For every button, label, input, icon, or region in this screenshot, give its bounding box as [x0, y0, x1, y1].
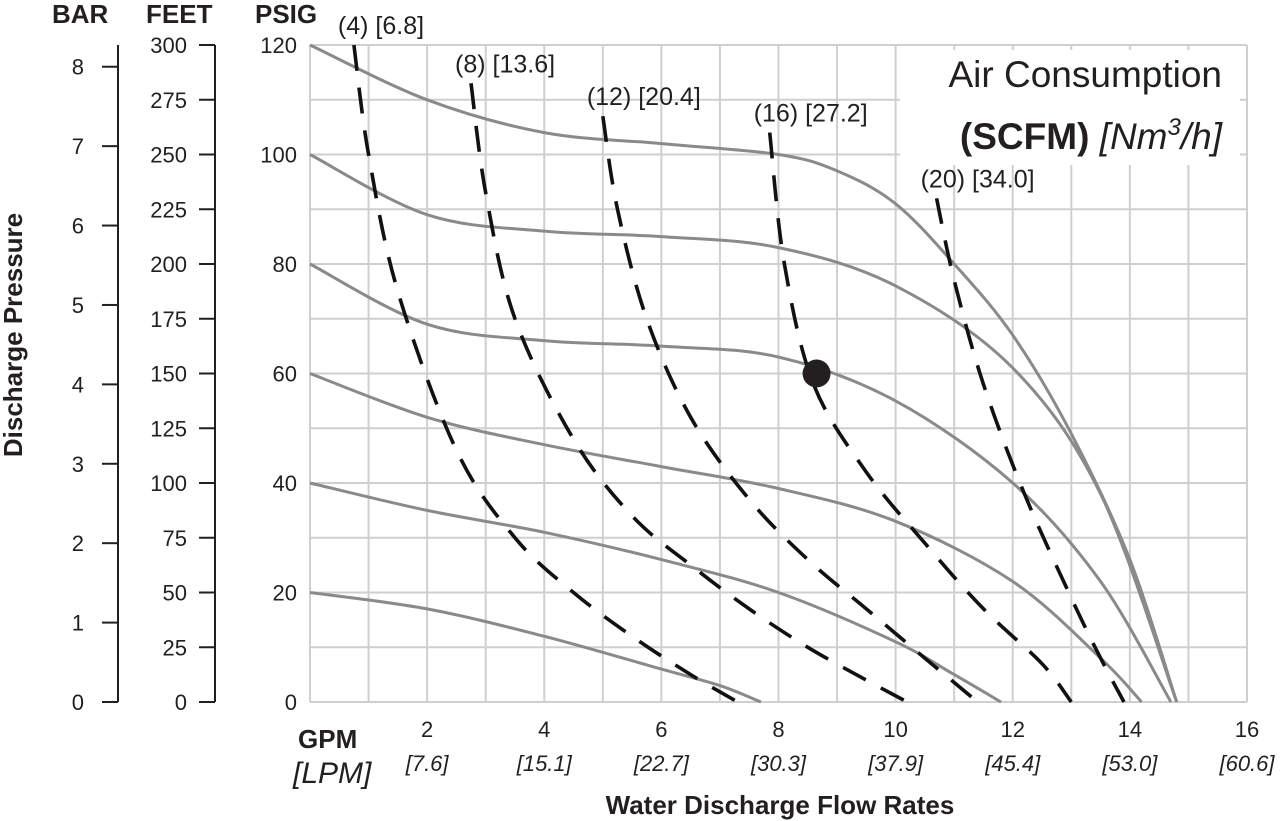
psig-axis-header: PSIG	[255, 0, 317, 29]
air-consumption-curve	[767, 132, 1073, 704]
lpm-tick-label: [7.6]	[405, 751, 450, 776]
feet-tick-label: 300	[150, 33, 187, 58]
pressure-curves	[309, 43, 1179, 704]
psig-tick-label: 40	[273, 471, 297, 496]
title-unit-scfm: (SCFM)	[960, 116, 1089, 157]
feet-tick-label: 225	[150, 197, 187, 222]
operating-point-marker	[802, 359, 831, 388]
gpm-tick-label: 16	[1235, 717, 1259, 742]
lpm-tick-label: [30.3]	[750, 751, 807, 776]
lpm-tick-label: [22.7]	[633, 751, 690, 776]
y-axis-title: Discharge Pressure	[0, 213, 28, 457]
air-curve-labels: (4) [6.8] (8) [13.6] (12) [20.4] (16) [27.2…	[338, 12, 1035, 193]
bar-tick-label: 6	[72, 214, 84, 239]
feet-tick-label: 250	[150, 143, 187, 168]
feet-tick-label: 275	[150, 88, 187, 113]
bar-tick-label: 7	[72, 134, 84, 159]
bar-tick-label: 3	[72, 452, 84, 477]
pressure-curve	[309, 262, 1173, 703]
x-unit-lpm: [LPM]	[292, 757, 372, 790]
bar-tick-label: 0	[72, 690, 84, 715]
title-unit-sup: 3	[1168, 114, 1182, 141]
lpm-tick-label: [53.0]	[1101, 751, 1158, 776]
air-curve-label: (16) [27.2]	[754, 100, 868, 128]
bar-axis-header: BAR	[52, 0, 109, 29]
feet-tick-label: 175	[150, 307, 187, 332]
operating-point-layer	[802, 359, 831, 388]
title-unit-metric: [Nm	[1099, 116, 1168, 157]
x-axis-title: Water Discharge Flow Rates	[606, 790, 955, 820]
title-unit-tail: /h]	[1178, 116, 1223, 157]
psig-tick-label: 60	[273, 362, 297, 387]
bar-tick-label: 5	[72, 293, 84, 318]
gpm-tick-label: 14	[1118, 717, 1142, 742]
x-unit-gpm: GPM	[298, 724, 357, 754]
pressure-curve	[309, 372, 1143, 704]
feet-axis-header: FEET	[146, 0, 213, 29]
psig-tick-label: 0	[285, 690, 297, 715]
bar-tick-label: 8	[72, 55, 84, 80]
feet-tick-label: 0	[175, 690, 187, 715]
psig-tick-label: 100	[260, 143, 297, 168]
feet-tick-label: 25	[163, 635, 187, 660]
air-consumption-curve	[601, 115, 979, 704]
lpm-tick-label: [37.9]	[867, 751, 924, 776]
pressure-curve	[309, 591, 762, 704]
psig-tick-label: 20	[273, 581, 297, 606]
gpm-tick-label: 10	[883, 717, 907, 742]
axes: 0204060801001202[7.6]4[15.1]6[22.7]8[30.…	[72, 33, 1276, 776]
chart-title: Air Consumption	[948, 54, 1222, 95]
gpm-tick-label: 2	[421, 717, 433, 742]
feet-tick-label: 75	[163, 526, 187, 551]
feet-tick-label: 50	[163, 581, 187, 606]
air-curve-label: (4) [6.8]	[338, 12, 424, 40]
psig-tick-label: 120	[260, 33, 297, 58]
air-consumption-curve	[469, 83, 909, 704]
feet-tick-label: 150	[150, 362, 187, 387]
bar-tick-label: 1	[72, 611, 84, 636]
air-curve-label: (12) [20.4]	[587, 83, 701, 111]
feet-tick-label: 100	[150, 471, 187, 496]
air-consumption-curve	[934, 197, 1126, 703]
gpm-tick-label: 6	[655, 717, 667, 742]
gpm-tick-label: 8	[772, 717, 784, 742]
psig-tick-label: 80	[273, 252, 297, 277]
feet-tick-label: 200	[150, 252, 187, 277]
lpm-tick-label: [45.4]	[984, 751, 1041, 776]
gpm-tick-label: 12	[1001, 717, 1025, 742]
feet-tick-label: 125	[150, 416, 187, 441]
bar-tick-label: 2	[72, 531, 84, 556]
air-curve-label: (20) [34.0]	[921, 165, 1035, 193]
lpm-tick-label: [60.6]	[1218, 751, 1275, 776]
bar-tick-label: 4	[72, 372, 84, 397]
chart-title-units: (SCFM) [Nm3/h]	[960, 114, 1223, 157]
air-consumption-curve	[352, 44, 739, 704]
air-curve-label: (8) [13.6]	[455, 50, 555, 78]
lpm-tick-label: [15.1]	[516, 751, 573, 776]
gpm-tick-label: 4	[538, 717, 550, 742]
title-backdrop	[900, 50, 1240, 165]
pressure-curve	[309, 43, 1179, 703]
air-consumption-curves	[352, 44, 1126, 704]
pressure-curve	[309, 481, 1002, 704]
